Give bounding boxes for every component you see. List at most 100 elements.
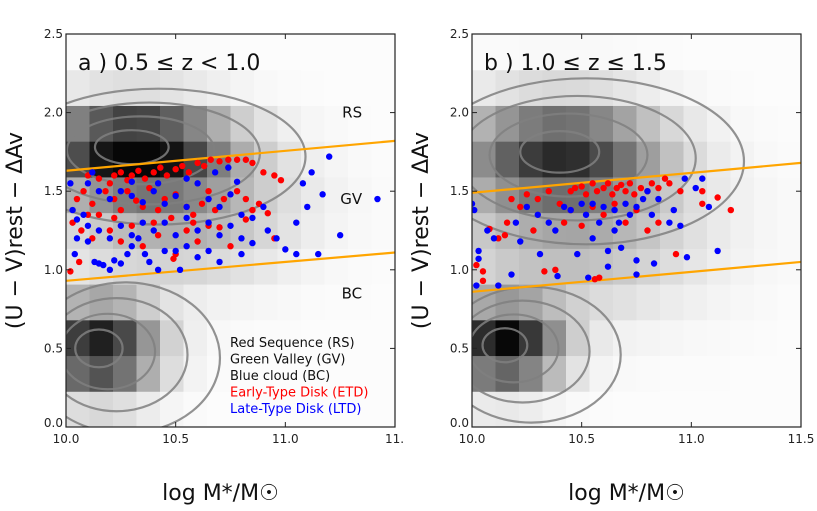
etd-point: [172, 165, 179, 173]
etd-point: [89, 200, 96, 207]
histogram-cell: [472, 34, 496, 71]
histogram-cell: [589, 284, 614, 321]
histogram-cell: [542, 248, 567, 285]
histogram-cell: [254, 248, 278, 285]
histogram-cell: [277, 69, 302, 106]
histogram-cell: [683, 212, 708, 249]
histogram-cell: [348, 34, 372, 71]
contour-line: [472, 313, 560, 384]
histogram-cell: [136, 248, 161, 285]
histogram-cell: [324, 355, 349, 392]
ltd-point: [154, 266, 162, 273]
histogram-cell: [707, 391, 731, 427]
histogram-cell: [230, 391, 255, 427]
histogram-cell: [519, 105, 543, 142]
ltd-point: [205, 247, 212, 255]
ltd-point: [282, 246, 289, 253]
etd-point: [95, 175, 103, 182]
etd-point: [128, 222, 135, 229]
histogram-cell: [730, 355, 755, 392]
histogram-cell: [472, 105, 496, 142]
histogram-cell: [777, 284, 801, 321]
etd-point: [622, 219, 629, 226]
etd-point: [141, 175, 149, 182]
histogram-cell: [301, 284, 325, 321]
ltd-point: [304, 203, 311, 211]
x-tick-label: 10.5: [162, 432, 189, 446]
etd-point: [163, 172, 171, 179]
ltd-point: [626, 211, 634, 218]
histogram-cell: [730, 212, 755, 249]
histogram-cell: [348, 141, 372, 178]
etd-point: [124, 188, 131, 195]
histogram-cell: [566, 34, 590, 71]
etd-point: [117, 169, 125, 176]
histogram-cell: [613, 284, 637, 321]
ltd-point: [315, 250, 322, 258]
histogram-cell: [683, 69, 708, 106]
histogram-cell: [519, 319, 543, 357]
ltd-point: [633, 203, 640, 211]
histogram-cell: [566, 69, 590, 106]
contour-line: [66, 87, 307, 226]
histogram-cell: [589, 105, 614, 142]
histogram-cell: [113, 69, 137, 106]
histogram-cell: [277, 391, 302, 427]
ltd-point: [117, 260, 125, 267]
histogram-cell: [136, 391, 161, 427]
histogram-cell: [254, 69, 278, 106]
ltd-point: [585, 274, 592, 281]
etd-point: [699, 200, 706, 207]
etd-point: [111, 172, 118, 179]
etd-point: [637, 184, 645, 192]
ltd-point: [111, 257, 118, 264]
ltd-point: [211, 169, 219, 176]
ltd-point: [648, 211, 656, 218]
histogram-cell: [730, 34, 755, 71]
etd-point: [582, 191, 590, 198]
histogram-cell: [136, 34, 161, 71]
y-tick-label: 1.0: [450, 263, 469, 277]
histogram-cell: [371, 284, 395, 321]
ltd-point: [512, 219, 520, 226]
ltd-point: [472, 206, 478, 214]
etd-point: [611, 200, 618, 207]
ltd-point: [683, 254, 691, 261]
histogram-cell: [324, 319, 349, 357]
ltd-point: [475, 247, 482, 255]
histogram-cell: [371, 248, 395, 285]
ltd-point: [69, 206, 76, 214]
ltd-point: [596, 219, 603, 226]
histogram-cell: [495, 141, 520, 178]
histogram-cell: [324, 248, 349, 285]
ltd-point: [517, 238, 524, 245]
histogram-cell: [136, 355, 161, 392]
histogram-cell: [589, 69, 614, 106]
histogram-cell: [324, 69, 349, 106]
histogram-cell: [754, 284, 778, 321]
histogram-cell: [183, 34, 208, 71]
etd-point: [571, 184, 579, 192]
legend-entry: Early-Type Disk (ETD): [230, 386, 368, 401]
histogram-cell: [324, 212, 349, 249]
x-tick-label: 10.0: [53, 432, 80, 446]
histogram-cell: [277, 34, 302, 71]
ltd-point: [216, 258, 223, 266]
x-tick-label: 11.5: [788, 432, 815, 446]
ltd-point: [71, 250, 78, 258]
ltd-point: [604, 263, 612, 270]
ltd-point: [299, 180, 307, 187]
contour-line: [66, 281, 222, 427]
histogram-cell: [777, 105, 801, 142]
ltd-point: [495, 282, 502, 289]
ltd-point: [589, 235, 596, 242]
ltd-point: [183, 243, 190, 250]
etd-point: [626, 180, 634, 187]
histogram-cell: [324, 176, 349, 214]
histogram-cell: [730, 69, 755, 106]
histogram-cell: [472, 69, 496, 106]
ltd-point: [146, 258, 153, 266]
etd-point: [233, 156, 241, 163]
ltd-point: [249, 239, 256, 247]
histogram-cell: [754, 212, 778, 249]
